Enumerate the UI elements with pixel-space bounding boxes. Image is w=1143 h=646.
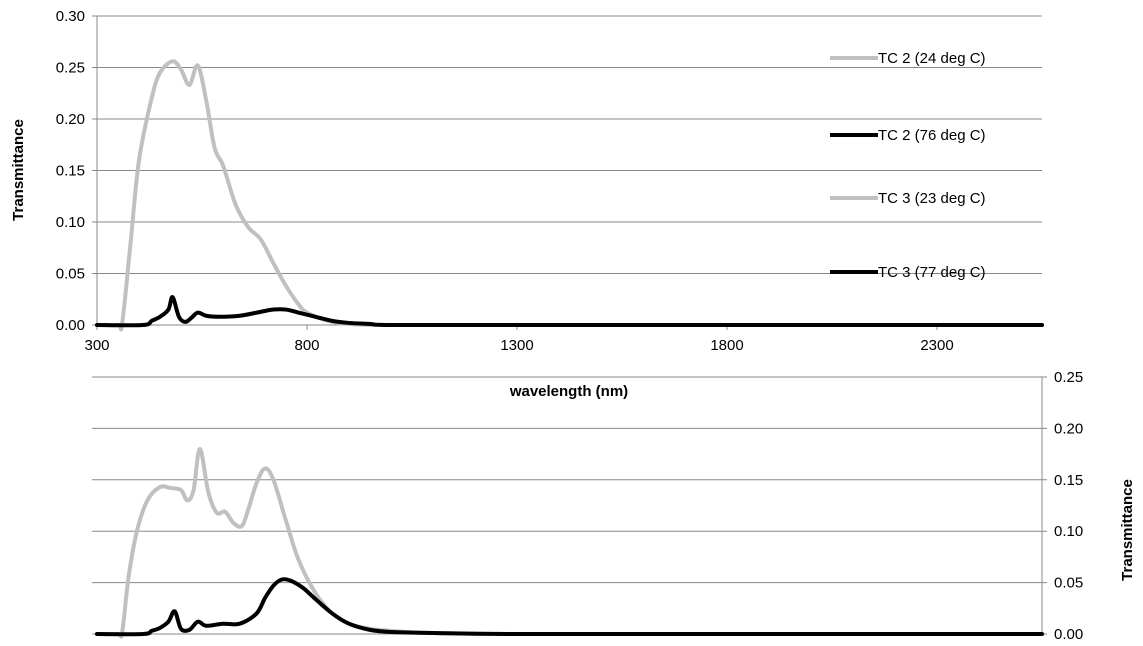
- top-y-tick-label: 0.10: [56, 214, 85, 231]
- bottom-y-tick-label: 0.05: [1054, 575, 1083, 592]
- tick-labels: 0.00 0.05 0.10 0.15 0.20 0.25 0.30 300 800 1300 18…: [56, 8, 1083, 643]
- top-y-tick-label: 0.15: [56, 163, 85, 180]
- bottom-gridlines: [92, 376, 1047, 635]
- top-y-tick-label: 0.20: [56, 111, 85, 128]
- top-y-tick-label: 0.30: [56, 8, 85, 25]
- legend-label-tc3-23: TC 3 (23 deg C): [878, 190, 986, 207]
- legend-item-tc2-24: TC 2 (24 deg C): [830, 50, 986, 67]
- top-x-tick-label: 1800: [710, 337, 743, 354]
- bottom-y-axis-title: Transmittance: [1119, 479, 1136, 581]
- bottom-y-tick-label: 0.10: [1054, 523, 1083, 540]
- legend-item-tc2-76: TC 2 (76 deg C): [830, 127, 986, 144]
- top-y-tick-label: 0.25: [56, 60, 85, 77]
- top-y-tick-label: 0.05: [56, 266, 85, 283]
- bottom-y-tick-label: 0.00: [1054, 626, 1083, 643]
- legend-item-tc3-23: TC 3 (23 deg C): [830, 190, 986, 207]
- bottom-y-tick-label: 0.15: [1054, 472, 1083, 489]
- legend: TC 2 (24 deg C) TC 2 (76 deg C) TC 3 (23…: [830, 50, 986, 281]
- legend-label-tc2-24: TC 2 (24 deg C): [878, 50, 986, 67]
- bottom-y-tick-label: 0.20: [1054, 420, 1083, 437]
- bottom-series-tc3-77: [95, 577, 1044, 637]
- series-layer: [95, 59, 1044, 639]
- legend-label-tc2-76: TC 2 (76 deg C): [878, 127, 986, 144]
- legend-label-tc3-77: TC 3 (77 deg C): [878, 264, 986, 281]
- top-gridlines: [92, 15, 1042, 326]
- bottom-series-tc3-23: [95, 446, 1044, 639]
- top-x-tick-label: 300: [84, 337, 109, 354]
- top-x-tick-label: 1300: [500, 337, 533, 354]
- bottom-y-tick-label: 0.25: [1054, 369, 1083, 386]
- top-x-tick-label: 2300: [920, 337, 953, 354]
- top-x-axis-title: wavelength (nm): [509, 383, 628, 400]
- top-x-tick-label: 800: [294, 337, 319, 354]
- top-y-axis-title: Transmittance: [10, 119, 27, 221]
- legend-item-tc3-77: TC 3 (77 deg C): [830, 264, 986, 281]
- top-y-tick-label: 0.00: [56, 317, 85, 334]
- top-series-tc2-76: [95, 295, 1044, 328]
